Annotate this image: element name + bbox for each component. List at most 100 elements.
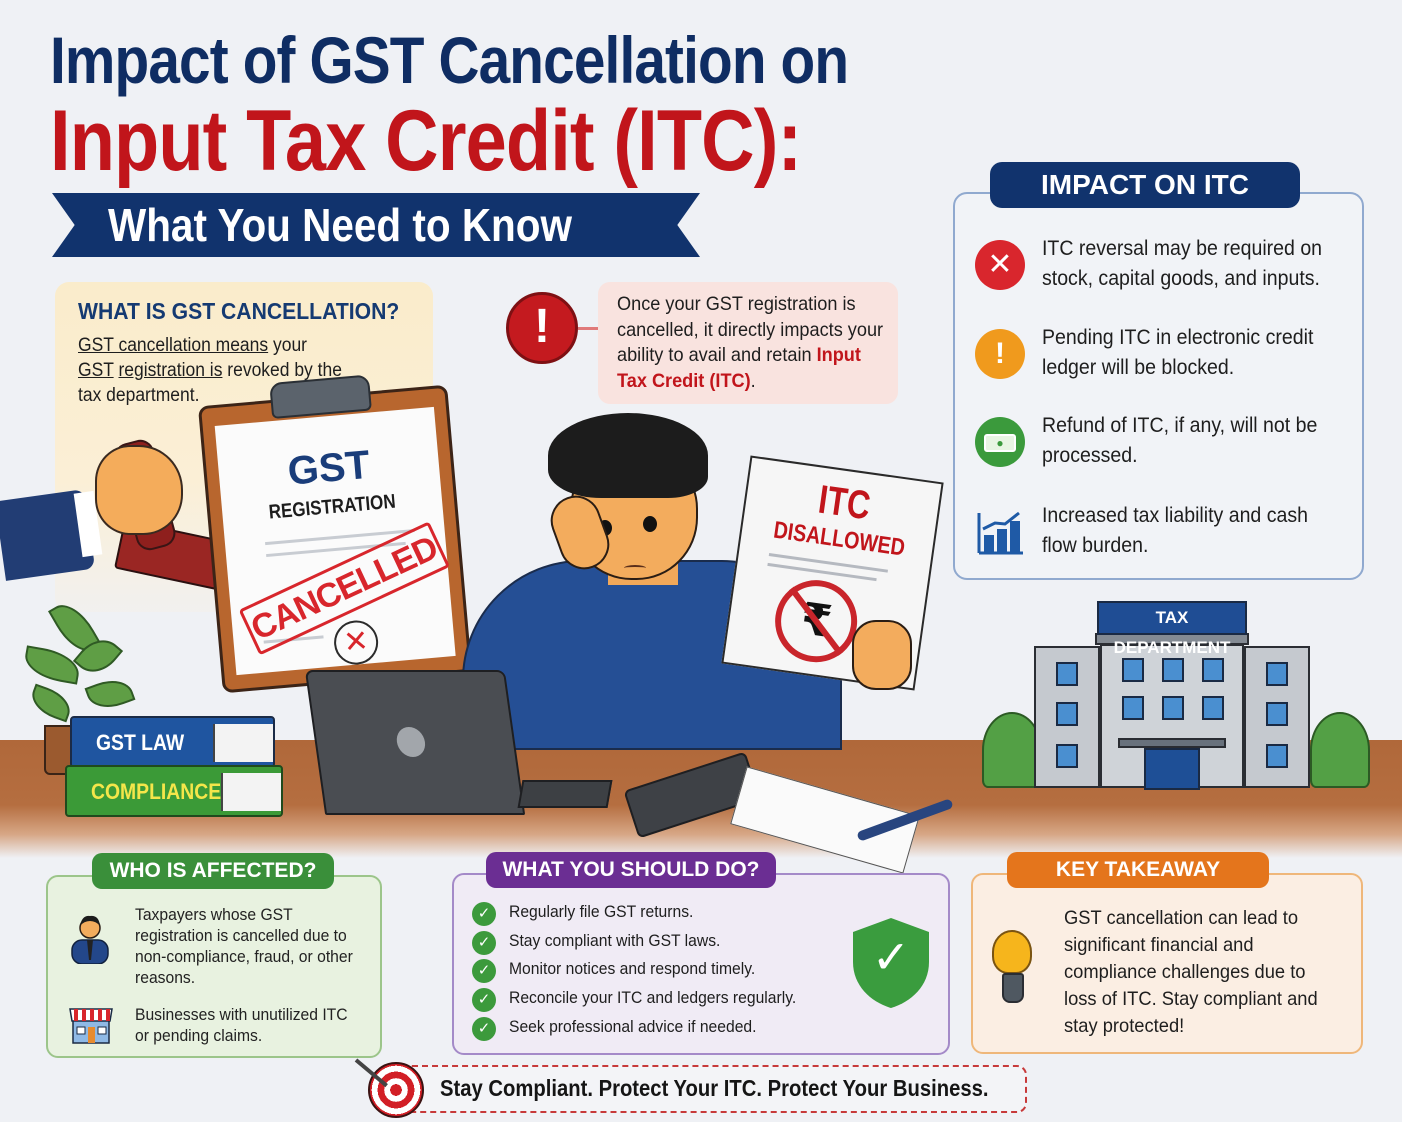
bar-chart-rising-icon (975, 507, 1025, 557)
impact-item-text: Refund of ITC, if any, will not be proce… (1042, 414, 1318, 467)
book-label: GST LAW (96, 730, 185, 755)
building-center (1100, 644, 1244, 788)
subtitle-ribbon (52, 193, 700, 257)
laptop-illustration (304, 670, 526, 815)
checklist-item: ✓ Regularly file GST returns. (470, 901, 850, 927)
key-takeaway-text: GST cancellation can lead to significant… (1064, 907, 1318, 1037)
man-hair (548, 413, 708, 498)
check-circle-icon: ✓ (472, 902, 496, 926)
lightbulb-icon (992, 930, 1032, 974)
man-mouth (624, 565, 646, 571)
impact-item-text: ITC reversal may be required on stock, c… (1042, 237, 1323, 290)
subtitle-text: What You Need to Know (108, 199, 573, 251)
window (1056, 702, 1078, 726)
building-left-wing (1034, 646, 1100, 788)
x-circle-icon: ✕ (975, 240, 1025, 290)
impact-item: ✕ ITC reversal may be required on stock,… (975, 234, 1355, 298)
no-rupee-icon: ₹ (769, 574, 863, 668)
who-is-affected-heading: WHO IS AFFECTED? (92, 853, 334, 889)
check-circle-icon: ✓ (472, 988, 496, 1012)
window (1056, 662, 1078, 686)
text-span: your (268, 335, 307, 356)
window (1266, 702, 1288, 726)
window (1202, 658, 1224, 682)
checklist-item: ✓ Monitor notices and respond timely. (470, 958, 850, 984)
impact-item-text: Increased tax liability and cash flow bu… (1042, 504, 1308, 557)
money-refund-icon: ● (975, 417, 1025, 467)
alert-text: Once your GST registration is cancelled,… (617, 292, 887, 394)
x-mark-icon: ✕ (332, 618, 380, 667)
shield-check-icon: ✓ (871, 931, 911, 983)
target-icon (368, 1062, 424, 1118)
bush-illustration (982, 712, 1042, 788)
lightbulb-base (1002, 973, 1024, 1003)
checklist-item: ✓ Seek professional advice if needed. (470, 1016, 850, 1042)
what-you-should-do-heading: WHAT YOU SHOULD DO? (486, 852, 776, 888)
building-right-wing (1244, 646, 1310, 788)
check-circle-icon: ✓ (472, 1017, 496, 1041)
check-circle-icon: ✓ (472, 959, 496, 983)
impact-on-itc-heading: IMPACT ON ITC (990, 162, 1300, 208)
what-is-body: GST cancellation means your GST registra… (78, 333, 354, 408)
window (1202, 696, 1224, 720)
window (1266, 744, 1288, 768)
who-item-text: Taxpayers whose GST registration is canc… (135, 906, 353, 987)
check-circle-icon: ✓ (472, 931, 496, 955)
text-span: revoked by the tax department. (78, 360, 342, 406)
window (1122, 658, 1144, 682)
slogan-banner (402, 1065, 1027, 1113)
laptop-logo (394, 727, 428, 757)
shop-icon (68, 1005, 114, 1045)
person-icon (70, 912, 110, 965)
window (1162, 658, 1184, 682)
alert-callout (598, 282, 898, 404)
page-title-line-2: Input Tax Credit (ITC): (50, 93, 802, 189)
alert-text-body: Once your GST registration is cancelled,… (617, 293, 884, 366)
underlined-phrase: GST (78, 360, 114, 381)
impact-item: ● Refund of ITC, if any, will not be pro… (975, 411, 1355, 475)
window (1162, 696, 1184, 720)
checklist-item-text: Monitor notices and respond timely. (509, 960, 756, 978)
checklist-item: ✓ Reconcile your ITC and ledgers regular… (470, 987, 850, 1013)
impact-item: ! Pending ITC in electronic credit ledge… (975, 323, 1355, 387)
plant-leaf (84, 673, 136, 715)
underlined-phrase: registration is (118, 360, 223, 381)
warning-circle-icon: ! (975, 329, 1025, 379)
bush-illustration (1310, 712, 1370, 788)
gst-registration-clipboard: GST REGISTRATION CANCELLED ✕ (197, 374, 473, 694)
hand-holding-stamp (95, 445, 183, 535)
gst-law-book: GST LAW (70, 716, 275, 768)
underlined-phrase: GST cancellation means (78, 335, 269, 356)
checklist-item: ✓ Stay compliant with GST laws. (470, 930, 850, 956)
alert-text-end: . (750, 369, 756, 392)
book-pages (221, 773, 281, 811)
key-takeaway-panel (971, 873, 1363, 1054)
man-eye (643, 516, 657, 532)
book-pages (213, 724, 273, 762)
checklist-item-text: Stay compliant with GST laws. (509, 932, 721, 950)
compliance-book: COMPLIANCE (65, 765, 283, 817)
window (1122, 696, 1144, 720)
checklist-item-text: Seek professional advice if needed. (509, 1018, 757, 1036)
book-label: COMPLIANCE (91, 779, 222, 804)
impact-item: Increased tax liability and cash flow bu… (975, 501, 1355, 565)
man-hand-holding-paper (852, 620, 912, 690)
impact-item-text: Pending ITC in electronic credit ledger … (1042, 326, 1314, 379)
checklist-item-text: Reconcile your ITC and ledgers regularly… (509, 989, 797, 1007)
what-is-heading: WHAT IS GST CANCELLATION? (78, 298, 400, 324)
alert-highlight: Input Tax Credit (ITC) (617, 344, 861, 392)
window (1266, 662, 1288, 686)
window (1056, 744, 1078, 768)
building-door (1144, 748, 1200, 790)
clipboard-clip (269, 374, 372, 420)
exclamation-icon: ! (506, 292, 578, 364)
plant-leaf (21, 645, 83, 685)
checklist-item-text: Regularly file GST returns. (509, 903, 694, 921)
key-takeaway-heading: KEY TAKEAWAY (1007, 852, 1269, 888)
who-item-text: Businesses with unutilized ITC or pendin… (135, 1006, 348, 1045)
page-title-line-1: Impact of GST Cancellation on (50, 23, 849, 97)
laptop-base (517, 780, 613, 808)
clipboard-paper: GST REGISTRATION CANCELLED ✕ (214, 406, 456, 676)
slogan-text: Stay Compliant. Protect Your ITC. Protec… (440, 1075, 989, 1101)
connector-line (578, 327, 598, 330)
